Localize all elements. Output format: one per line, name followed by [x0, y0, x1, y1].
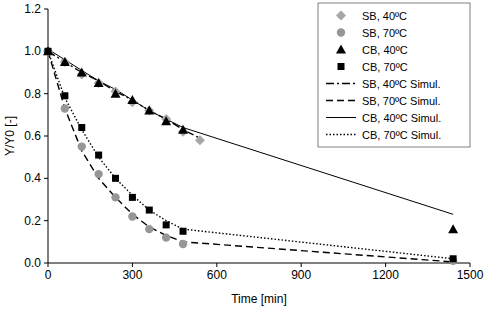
y-tick-label: 0.4 — [24, 171, 41, 185]
legend-label: CB, 70ºC — [362, 61, 408, 73]
legend-label: SB, 40ºC — [362, 10, 407, 22]
x-tick-label: 600 — [207, 268, 227, 282]
legend-marker — [336, 11, 346, 21]
data-point — [94, 170, 102, 178]
y-tick — [44, 93, 48, 94]
data-point — [161, 116, 171, 125]
y-tick-label: 0.6 — [24, 129, 41, 143]
legend: SB, 40ºC SB, 70ºC CB, 40ºC CB, 70ºC SB, 40ºC… — [318, 3, 470, 147]
y-tick-label: 1.0 — [24, 44, 41, 58]
y-tick-label: 1.2 — [24, 2, 41, 16]
x-tick-label: 1200 — [372, 268, 399, 282]
plot-area — [43, 46, 458, 265]
data-point — [127, 95, 137, 104]
y-tick — [44, 220, 48, 221]
y-tick-label: 0.0 — [24, 256, 41, 270]
data-point — [129, 194, 136, 201]
data-point — [43, 46, 53, 56]
y-tick — [44, 136, 48, 137]
x-axis — [48, 263, 470, 264]
simulation-line — [48, 51, 453, 262]
legend-marker — [337, 28, 345, 36]
data-point — [95, 152, 102, 159]
legend-label: SB, 70ºC — [362, 27, 407, 39]
data-point — [61, 104, 69, 112]
data-point — [180, 228, 187, 235]
legend-line — [326, 117, 356, 118]
y-tick-label: 0.2 — [24, 214, 41, 228]
data-point — [178, 125, 188, 134]
data-point — [111, 193, 119, 201]
data-point — [77, 68, 87, 77]
data-point — [162, 233, 170, 241]
data-point — [145, 225, 153, 233]
x-tick — [385, 263, 386, 267]
legend-line — [326, 83, 356, 84]
x-axis-title: Time [min] — [231, 292, 287, 306]
data-point — [128, 212, 136, 220]
x-tick-label: 0 — [45, 268, 52, 282]
simulation-line — [48, 51, 453, 258]
x-tick — [301, 263, 302, 267]
legend-label: CB, 40ºC — [362, 44, 408, 56]
legend-label: CB, 40ºC Simul. — [362, 112, 441, 124]
data-point — [61, 92, 68, 99]
data-point — [78, 142, 86, 150]
data-point — [144, 106, 154, 115]
y-tick-label: 0.8 — [24, 87, 41, 101]
data-point — [112, 175, 119, 182]
y-tick — [44, 263, 48, 264]
data-point — [78, 124, 85, 131]
legend-line — [326, 100, 356, 101]
data-point — [179, 240, 187, 248]
data-point — [163, 221, 170, 228]
legend-marker — [338, 63, 345, 70]
x-tick — [470, 263, 471, 267]
data-point — [60, 57, 70, 66]
y-tick — [44, 9, 48, 10]
data-point — [448, 224, 458, 233]
data-point — [43, 46, 53, 55]
data-point — [146, 207, 153, 214]
x-tick-label: 1500 — [457, 268, 484, 282]
data-point — [44, 47, 52, 55]
x-tick — [48, 263, 49, 267]
data-point — [60, 57, 70, 67]
x-tick — [216, 263, 217, 267]
legend-line — [326, 134, 356, 135]
data-point — [144, 106, 154, 116]
legend-label: CB, 70ºC Simul. — [362, 129, 441, 141]
x-tick — [132, 263, 133, 267]
data-point — [195, 135, 205, 145]
data-point — [94, 78, 104, 87]
data-point — [94, 78, 104, 88]
legend-box — [318, 3, 470, 147]
y-axis-title: Y/Y0 [-] — [3, 116, 17, 156]
chart: 0.0 0.2 0.4 0.6 0.8 1.0 1.2 0 300 600 900 1200 1500 T… — [0, 0, 492, 310]
x-tick-label: 300 — [122, 268, 142, 282]
legend-label: SB, 40ºC Simul. — [362, 78, 441, 90]
data-point — [450, 255, 457, 262]
x-tick-label: 900 — [291, 268, 311, 282]
legend-label: SB, 70ºC Simul. — [362, 95, 441, 107]
data-point — [45, 48, 52, 55]
data-point — [111, 89, 121, 98]
y-tick — [44, 178, 48, 179]
legend-marker — [336, 45, 346, 54]
